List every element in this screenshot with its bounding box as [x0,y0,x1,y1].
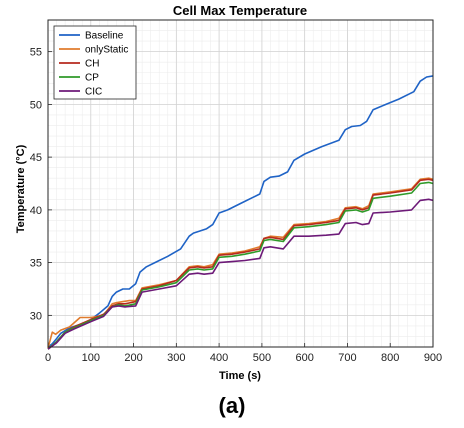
legend-label-cic: CIC [85,87,102,98]
legend: Baseline onlyStatic CH CP CIC [53,25,137,100]
x-tick-label: 100 [82,352,100,364]
y-tick-label: 50 [30,99,42,111]
x-tick-label: 200 [124,352,142,364]
legend-label-ch: CH [85,59,99,70]
x-tick-label: 300 [167,352,185,364]
y-tick-label: 35 [30,258,42,270]
series-line-cic [47,198,434,350]
plot-frame [47,19,434,348]
x-tick-label: 0 [45,352,51,364]
legend-label-baseline: Baseline [85,31,124,42]
y-tick-label: 45 [30,152,42,164]
series-line-ch [47,178,434,350]
figure-caption: (a) [219,393,246,418]
chart-title: Cell Max Temperature [173,3,307,18]
x-tick-label: 400 [210,352,228,364]
x-axis-ticks: 0 100 200 300 400 500 600 700 800 900 [45,343,442,364]
x-tick-label: 900 [424,352,442,364]
y-tick-label: 40 [30,205,42,217]
x-tick-label: 800 [381,352,399,364]
legend-label-onlystatic: onlyStatic [85,45,128,56]
y-tick-label: 55 [30,47,42,59]
legend-label-cp: CP [85,73,99,84]
y-axis-ticks: 30 35 40 45 50 55 [30,47,52,322]
y-axis-label: Temperature (°C) [15,144,27,233]
x-tick-label: 600 [295,352,313,364]
series-line-baseline [47,75,434,348]
x-axis-label: Time (s) [219,370,261,382]
x-tick-label: 700 [338,352,356,364]
series-layer [47,75,434,350]
y-tick-label: 30 [30,310,42,322]
x-tick-label: 500 [253,352,271,364]
